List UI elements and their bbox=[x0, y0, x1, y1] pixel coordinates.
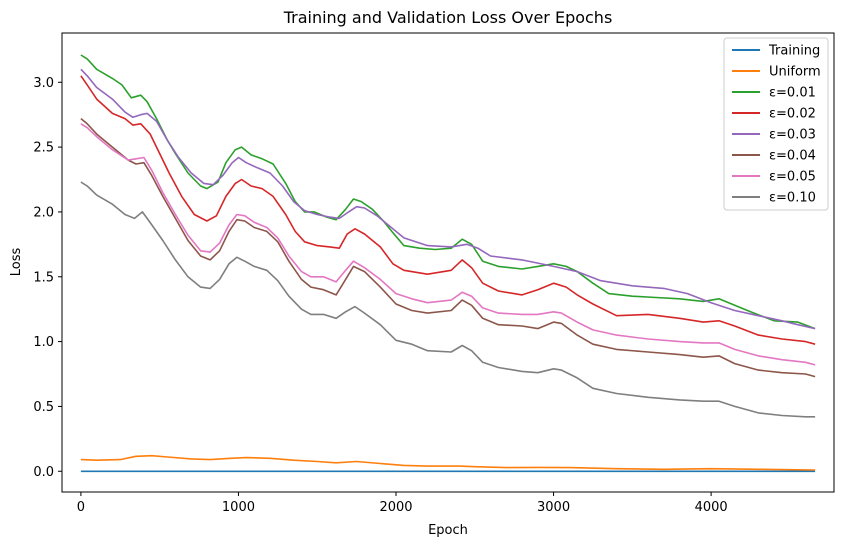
series-line-7 bbox=[80, 181, 816, 418]
y-tick-label: 0.0 bbox=[33, 465, 54, 480]
y-axis-label: Loss bbox=[9, 248, 24, 277]
y-axis-ticks: 0.0 0.5 1.0 1.5 2.0 2.5 3.0 bbox=[33, 76, 62, 480]
series-line-4 bbox=[80, 68, 816, 330]
x-tick-label: 3000 bbox=[537, 500, 570, 515]
legend-label: ε=0.02 bbox=[769, 107, 816, 122]
series-line-5 bbox=[80, 117, 816, 378]
x-tick-label: 0 bbox=[77, 500, 85, 515]
x-tick-label: 4000 bbox=[695, 500, 728, 515]
legend-label: Training bbox=[768, 44, 820, 59]
series-line-6 bbox=[80, 123, 816, 366]
legend-label: ε=0.03 bbox=[769, 128, 816, 143]
legend-label: ε=0.05 bbox=[769, 170, 816, 185]
series-line-1 bbox=[80, 454, 816, 471]
plot-lines bbox=[80, 54, 816, 473]
x-axis-ticks: 0 1000 2000 3000 4000 bbox=[77, 492, 728, 515]
legend-label: ε=0.04 bbox=[769, 149, 816, 164]
series-line-3 bbox=[80, 75, 816, 345]
legend-box bbox=[723, 37, 829, 211]
series-line-2 bbox=[80, 54, 816, 330]
y-tick-label: 1.5 bbox=[33, 270, 54, 285]
y-tick-label: 1.0 bbox=[33, 335, 54, 350]
y-tick-label: 0.5 bbox=[33, 400, 54, 415]
x-tick-label: 1000 bbox=[222, 500, 255, 515]
y-tick-label: 2.5 bbox=[33, 141, 54, 156]
x-axis-label: Epoch bbox=[428, 523, 468, 538]
legend: Training Uniform ε=0.01 ε=0.02 ε=0.03 ε=0.04 ε… bbox=[723, 37, 829, 211]
legend-label: Uniform bbox=[769, 65, 821, 80]
legend-label: ε=0.01 bbox=[769, 86, 816, 101]
x-tick-label: 2000 bbox=[379, 500, 412, 515]
y-tick-label: 2.0 bbox=[33, 205, 54, 220]
chart-title: Training and Validation Loss Over Epochs bbox=[283, 8, 613, 27]
y-tick-label: 3.0 bbox=[33, 76, 54, 91]
legend-label: ε=0.10 bbox=[769, 191, 816, 206]
plot-frame bbox=[61, 32, 835, 493]
